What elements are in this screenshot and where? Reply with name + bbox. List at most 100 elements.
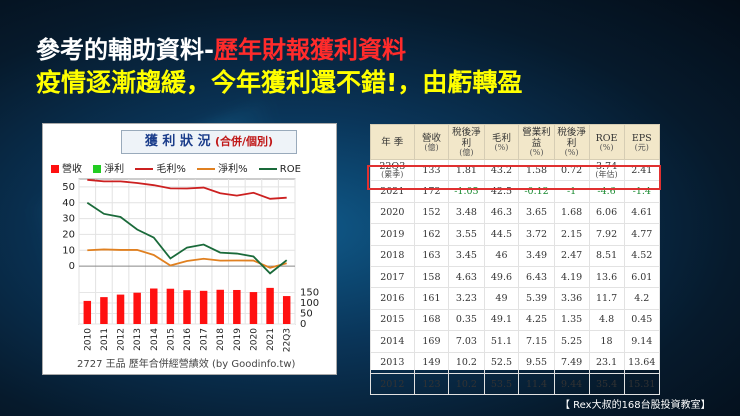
cell-value: 3.48 [455,207,477,219]
profit-chart-panel: 獲 利 狀 況 (合併/個別) 營收 淨利 毛利% 淨利% ROE 50 40 30… [42,123,337,375]
table-cell: 52.5 [483,351,520,374]
table-cell: 3.72 [518,223,555,246]
title-prefix: 參考的輔助資料- [36,36,214,64]
table-row: 2016 161 3.23 49 5.39 3.36 11.7 4.2 [370,287,661,310]
cell-value: 2020 [380,207,405,219]
revenue-bar [133,292,141,324]
table-cell: 162 [413,223,450,246]
table-row: 2012 123 10.2 53.5 11.4 9.44 35.4 15.31 [370,372,661,396]
table-cell: 4.52 [623,244,661,267]
legend-revenue: 營收 [51,164,82,175]
cell-value: 2013 [380,357,405,369]
table-row: 2013 149 10.2 52.5 9.55 7.49 23.1 13.64 [370,351,661,374]
table-header-cell: 稅後淨利 (%) [553,124,590,160]
x-tick-label: 2014 [150,328,160,351]
cell-sub: (年估) [595,169,618,179]
legend-swatch [93,165,102,173]
revenue-bar [116,294,125,324]
table-cell: 3.45 [448,244,485,267]
table-cell: 2019 [370,223,415,246]
cell-value: 162 [422,228,441,240]
table-header-cell: ROE (%) [588,124,625,160]
cell-value: 53.5 [490,378,513,390]
table-row: 2021 172 -1.05 42.5 -0.12 -1 -4.6 -1.4 [370,180,661,203]
cell-value: 6.01 [631,271,653,283]
table-cell: 2017 [370,265,415,289]
cell-value: 9.44 [561,378,583,390]
y2-tick-label: 50 [300,309,313,320]
header-label: ROE [595,132,618,144]
table-cell: 6.06 [588,201,625,225]
cell-value: 23.1 [595,357,618,369]
cell-value: 169 [422,335,441,347]
table-cell: 9.55 [518,351,555,374]
table-cell: 49.1 [483,308,520,332]
cell-value: 13.6 [595,271,618,283]
table-cell: 6.01 [623,265,661,289]
header-unit: (元) [634,142,649,152]
cell-value: 4.19 [561,271,583,283]
table-cell: 9.44 [553,372,590,396]
table-cell: 35.4 [588,372,625,396]
credit-text: 【 Rex大叔的168台股投資教室】 [560,400,711,411]
table-row: 2018 163 3.45 46 3.49 2.47 8.51 4.52 [370,244,661,267]
cell-value: 7.15 [525,335,548,347]
table-cell: 123 [413,372,450,396]
x-tick-label: 2010 [83,328,93,351]
x-tick-label: 22Q3 [283,328,293,352]
y-tick-label: 40 [62,198,75,209]
table-cell: 2018 [370,244,415,267]
table-cell: 168 [413,308,450,332]
revenue-bar [266,287,274,324]
table-header-row: 年 季營收 (億) 稅後淨利 (億) 毛利 (%) 營業利益 (%) 稅後淨利 (%) ROE (%)… [370,124,661,160]
table-cell: 2.41 [623,158,661,182]
table-cell: 49.6 [483,265,520,289]
title-highlight: 歷年財報獲利資料 [213,36,406,64]
table-header-cell: 營收 (億) [413,124,450,160]
table-cell: 6.43 [518,265,555,289]
table-cell: 149 [413,351,450,374]
header-unit: (億) [459,148,474,157]
table-row: 2020 152 3.48 46.3 3.65 1.68 6.06 4.61 [370,201,661,225]
table-cell: 18 [588,330,625,353]
x-tick-label: 2012 [117,328,127,351]
cell-value: 10.2 [455,357,477,369]
table-header-cell: 營業利益 (%) [518,124,555,160]
table-cell: 46 [483,244,520,267]
table-cell: 15.31 [623,372,661,396]
header-unit: (億) [424,142,439,152]
legend-line [135,168,154,170]
table-cell: 4.25 [518,308,555,332]
table-cell: 7.92 [588,223,625,246]
table-cell: 11.7 [588,287,625,310]
table-cell: 53.5 [483,372,520,396]
roe-line [86,202,288,275]
cell-value: 161 [422,293,441,305]
table-cell: 169 [413,330,450,353]
gross-margin-line [87,178,287,200]
revenue-bar [282,296,291,324]
cell-value: 133 [422,164,441,176]
table-cell: 2.15 [553,223,590,246]
legend-swatch [51,165,59,173]
table-cell: 2013 [370,351,415,374]
legend-label: 淨利 [104,164,125,175]
legend-label: 淨利% [218,164,248,175]
table-cell: 4.19 [553,265,590,289]
cell-value: 3.45 [455,250,477,262]
cell-value: 49 [495,293,508,305]
cell-value: 42.5 [490,186,513,198]
cell-value: 9.55 [525,357,548,369]
y-tick-label: 50 [62,182,75,193]
cell-value: 1.68 [561,207,583,219]
cell-value: 4.25 [525,314,548,326]
table-cell: 49 [483,287,520,310]
table-cell: 23.1 [588,351,625,374]
revenue-bar [166,288,175,324]
table-cell: 3.49 [518,244,555,267]
cell-value: 163 [422,250,441,262]
x-tick-label: 2018 [216,328,226,351]
cell-value: 5.25 [561,335,583,347]
chart-title-sub: (合併/個別) [215,135,274,148]
cell-value: 11.4 [525,378,548,390]
